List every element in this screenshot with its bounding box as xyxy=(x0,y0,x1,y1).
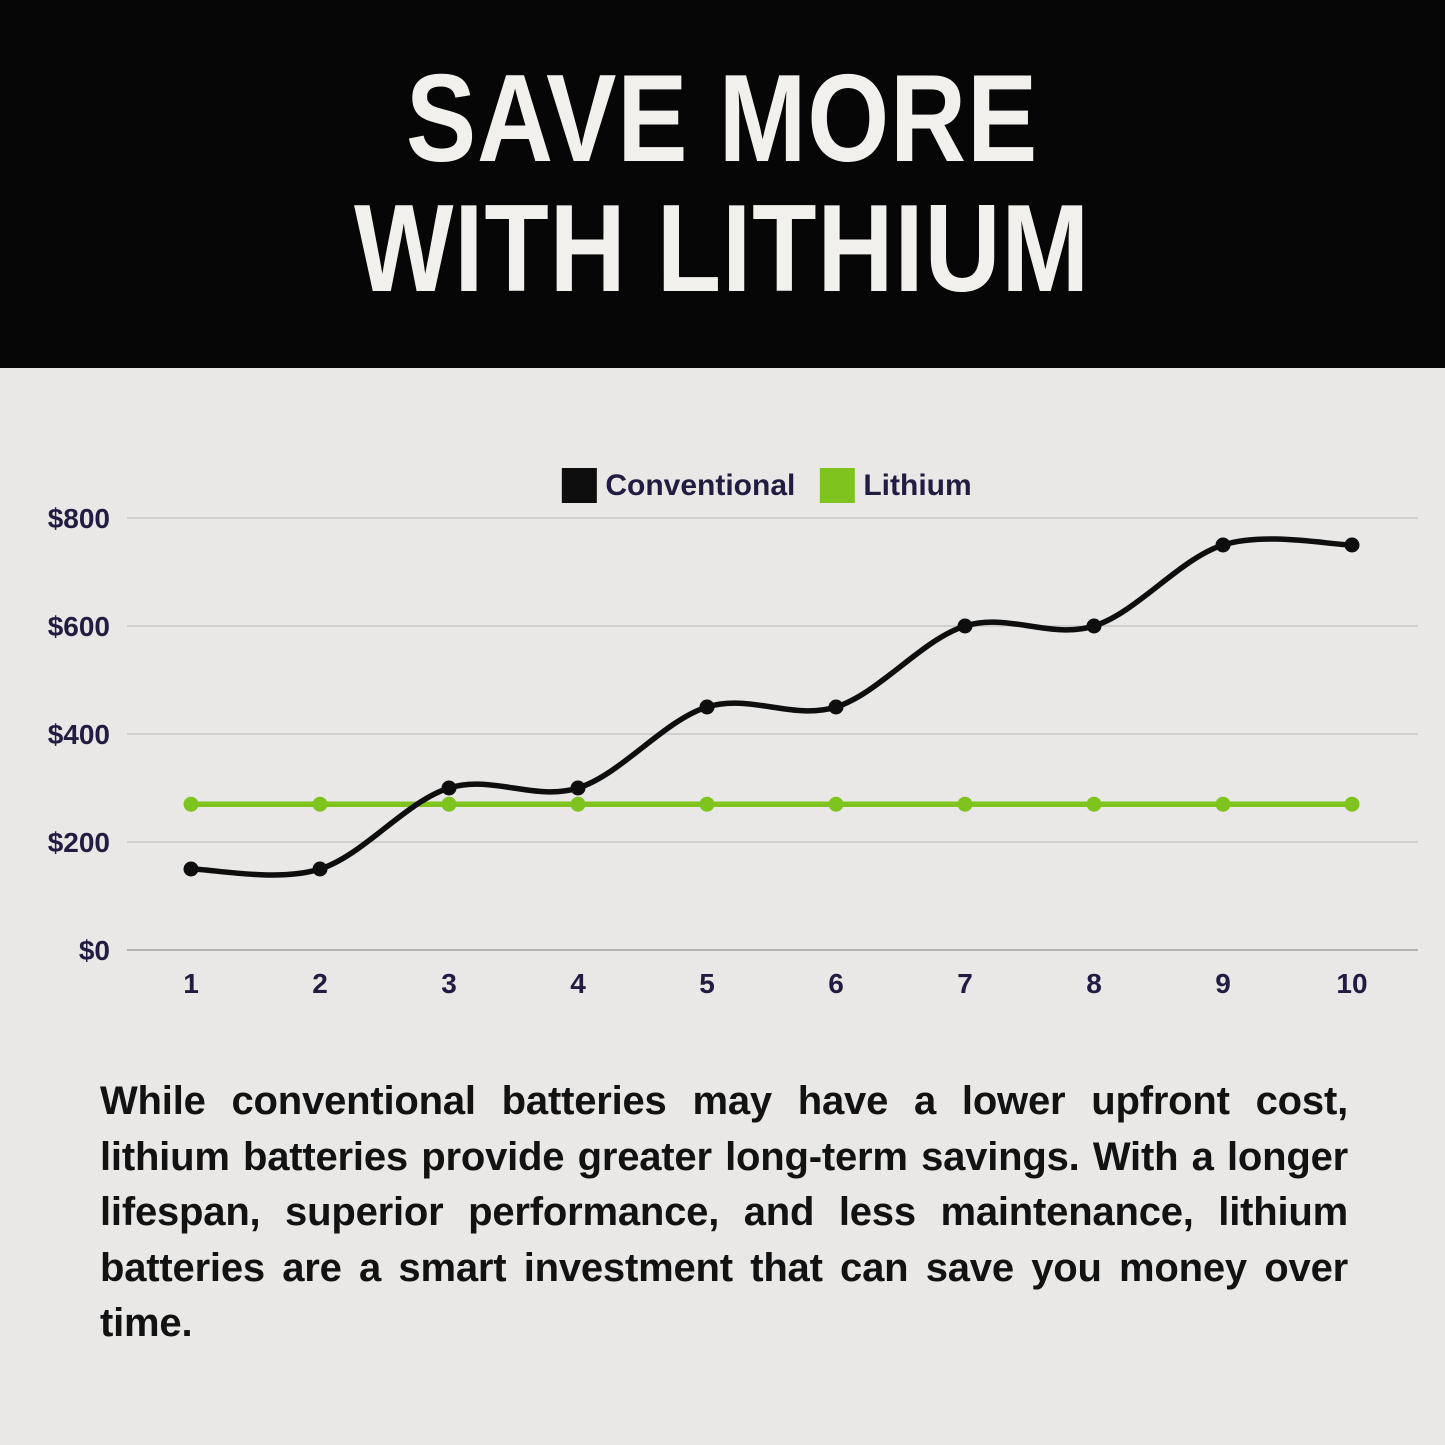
x-axis-label-9: 9 xyxy=(1215,968,1231,999)
lithium-point-9 xyxy=(1215,796,1231,812)
lithium-point-10 xyxy=(1344,796,1360,812)
lithium-swatch-icon xyxy=(819,468,855,503)
y-axis-label-400: $400 xyxy=(48,719,110,750)
chart-section: Conventional Lithium $0 $200 $400 $600 $800 1… xyxy=(0,368,1445,1040)
y-axis-label-600: $600 xyxy=(48,611,110,642)
conventional-point-5 xyxy=(699,699,715,715)
header-section: SAVE MORE WITH LITHIUM xyxy=(0,0,1445,368)
legend-label-lithium: Lithium xyxy=(863,468,972,502)
x-axis-label-6: 6 xyxy=(828,968,844,999)
lithium-point-1 xyxy=(183,796,199,812)
lithium-point-6 xyxy=(828,796,844,812)
conventional-point-7 xyxy=(957,618,973,634)
chart-legend: Conventional Lithium xyxy=(561,468,972,503)
conventional-point-10 xyxy=(1344,537,1360,553)
x-axis-label-4: 4 xyxy=(570,968,586,999)
body-paragraph: While conventional batteries may have a … xyxy=(100,1079,1348,1345)
y-axis-label-200: $200 xyxy=(48,827,110,858)
legend-item-lithium: Lithium xyxy=(819,468,972,503)
x-axis-label-3: 3 xyxy=(441,968,457,999)
title-line-1: SAVE MORE xyxy=(406,50,1039,188)
text-section: While conventional batteries may have a … xyxy=(0,1040,1445,1352)
lithium-point-2 xyxy=(312,796,328,812)
legend-label-conventional: Conventional xyxy=(605,468,796,502)
conventional-line xyxy=(188,536,1355,878)
y-axis-label-0: $0 xyxy=(79,935,110,966)
conventional-point-8 xyxy=(1086,618,1102,634)
x-axis-label-1: 1 xyxy=(183,968,199,999)
conventional-point-6 xyxy=(828,699,844,715)
lithium-point-5 xyxy=(699,796,715,812)
y-axis-label-800: $800 xyxy=(48,503,110,534)
x-axis-label-10: 10 xyxy=(1336,968,1367,999)
conventional-point-2 xyxy=(312,861,328,877)
x-axis-label-2: 2 xyxy=(312,968,328,999)
x-axis-label-7: 7 xyxy=(957,968,973,999)
lithium-point-7 xyxy=(957,796,973,812)
lithium-point-8 xyxy=(1086,796,1102,812)
cost-comparison-chart: $0 $200 $400 $600 $800 1 2 3 4 5 6 7 8 9 10 xyxy=(48,503,1418,999)
conventional-point-4 xyxy=(570,780,586,796)
conventional-point-9 xyxy=(1215,537,1231,553)
page-title: SAVE MORE WITH LITHIUM xyxy=(354,54,1090,314)
title-line-2: WITH LITHIUM xyxy=(354,180,1091,318)
x-axis-label-8: 8 xyxy=(1086,968,1102,999)
lithium-point-3 xyxy=(441,796,457,812)
legend-item-conventional: Conventional xyxy=(561,468,795,503)
x-axis-label-5: 5 xyxy=(699,968,715,999)
conventional-swatch-icon xyxy=(561,468,597,503)
lithium-point-4 xyxy=(570,796,586,812)
conventional-point-3 xyxy=(441,780,457,796)
conventional-point-1 xyxy=(183,861,199,877)
